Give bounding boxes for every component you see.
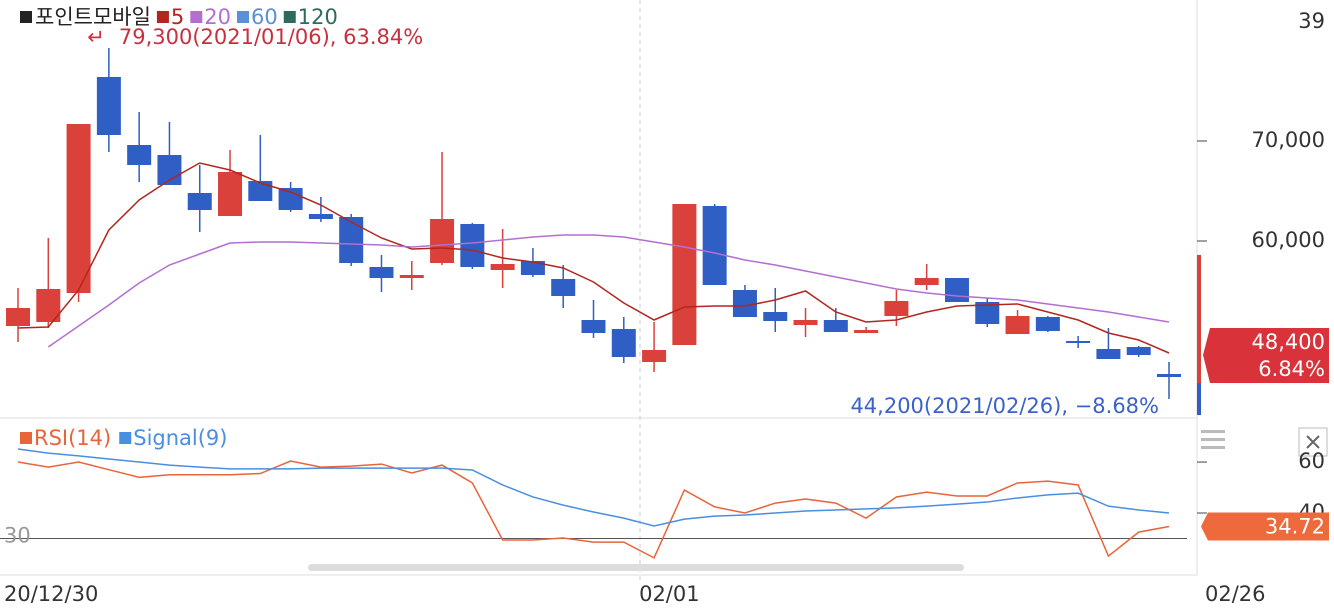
candle-body	[763, 312, 788, 321]
legend-swatch	[119, 432, 132, 444]
candle-body	[127, 145, 152, 165]
candle-body	[96, 77, 121, 135]
candle-body	[490, 264, 515, 270]
candle-body	[823, 320, 848, 332]
candle-body	[520, 261, 545, 275]
candle-body	[551, 279, 576, 296]
legend-label: 5	[171, 5, 184, 29]
candle-body	[308, 214, 333, 219]
candle-body	[6, 308, 30, 326]
candle-body	[369, 267, 394, 278]
indicator-line	[17, 448, 1170, 527]
ma-line	[47, 234, 1170, 348]
candle-body	[732, 290, 757, 317]
candle-body	[278, 188, 303, 210]
legend-swatch	[190, 11, 203, 23]
day-range-down	[1197, 383, 1201, 415]
price-tag	[1203, 328, 1329, 383]
candle-body	[914, 278, 939, 285]
candle-body	[248, 181, 273, 201]
candle-body	[339, 217, 364, 263]
candle-body	[430, 219, 455, 263]
y-tick-label: 70,000	[1252, 128, 1325, 152]
candle-body	[1005, 316, 1030, 334]
change-percent: 6.84%	[1258, 357, 1325, 381]
y-tick-label: 60,000	[1252, 228, 1325, 252]
candle-body	[611, 329, 636, 357]
candle-body	[187, 193, 212, 210]
rsi-tag	[1201, 512, 1329, 541]
high-annotation-arrow: ↵	[87, 25, 105, 49]
high-annotation: 79,300(2021/01/06), 63.84%	[119, 25, 423, 49]
corner-label: 39	[1298, 9, 1325, 33]
candle-body	[672, 204, 697, 345]
legend-swatch	[156, 11, 169, 23]
rsi-value: 34.72	[1265, 514, 1325, 538]
candle-body	[399, 275, 424, 278]
day-range-up	[1197, 255, 1201, 383]
candle-body	[884, 301, 909, 316]
candle-body	[1157, 374, 1181, 377]
candle-body	[460, 224, 485, 267]
legend-label: Signal(9)	[133, 426, 227, 450]
close-icon[interactable]	[1298, 427, 1328, 457]
candle-body	[1126, 347, 1151, 355]
candle-body	[854, 330, 879, 333]
legend-swatch	[283, 11, 296, 23]
ma-line	[17, 162, 1170, 354]
legend-swatch	[20, 11, 32, 23]
legend-label: 20	[204, 5, 231, 29]
legend-swatch	[237, 11, 250, 23]
candle-body	[218, 172, 243, 216]
x-tick-label: 02/01	[639, 582, 700, 606]
candle-body	[975, 302, 1000, 324]
candle-body	[66, 124, 91, 293]
scrollbar[interactable]	[308, 564, 964, 571]
legend-swatch	[20, 432, 32, 444]
indicator-line	[17, 460, 1170, 559]
legend-label: 60	[251, 5, 278, 29]
reference-label: 30	[4, 523, 31, 547]
x-tick-label: 20/12/30	[4, 582, 98, 606]
x-tick-label: 02/26	[1205, 582, 1266, 606]
candle-body	[1035, 317, 1060, 331]
legend-label: 120	[298, 5, 338, 29]
candle-body	[944, 278, 969, 302]
legend-title: 포인트모바일	[35, 5, 151, 29]
candle-body	[702, 206, 727, 285]
menu-icon[interactable]	[1201, 430, 1225, 449]
candle-body	[642, 350, 667, 362]
last-price: 48,400	[1252, 330, 1325, 354]
candle-body	[1096, 349, 1121, 359]
candle-body	[581, 320, 606, 333]
candle-body	[1066, 341, 1091, 343]
low-annotation: 44,200(2021/02/26), −8.68%	[850, 394, 1159, 418]
legend-label: RSI(14)	[34, 426, 111, 450]
candle-body	[793, 320, 818, 325]
y-tick-label: 60	[1298, 449, 1325, 473]
axis-area	[1197, 0, 1334, 613]
